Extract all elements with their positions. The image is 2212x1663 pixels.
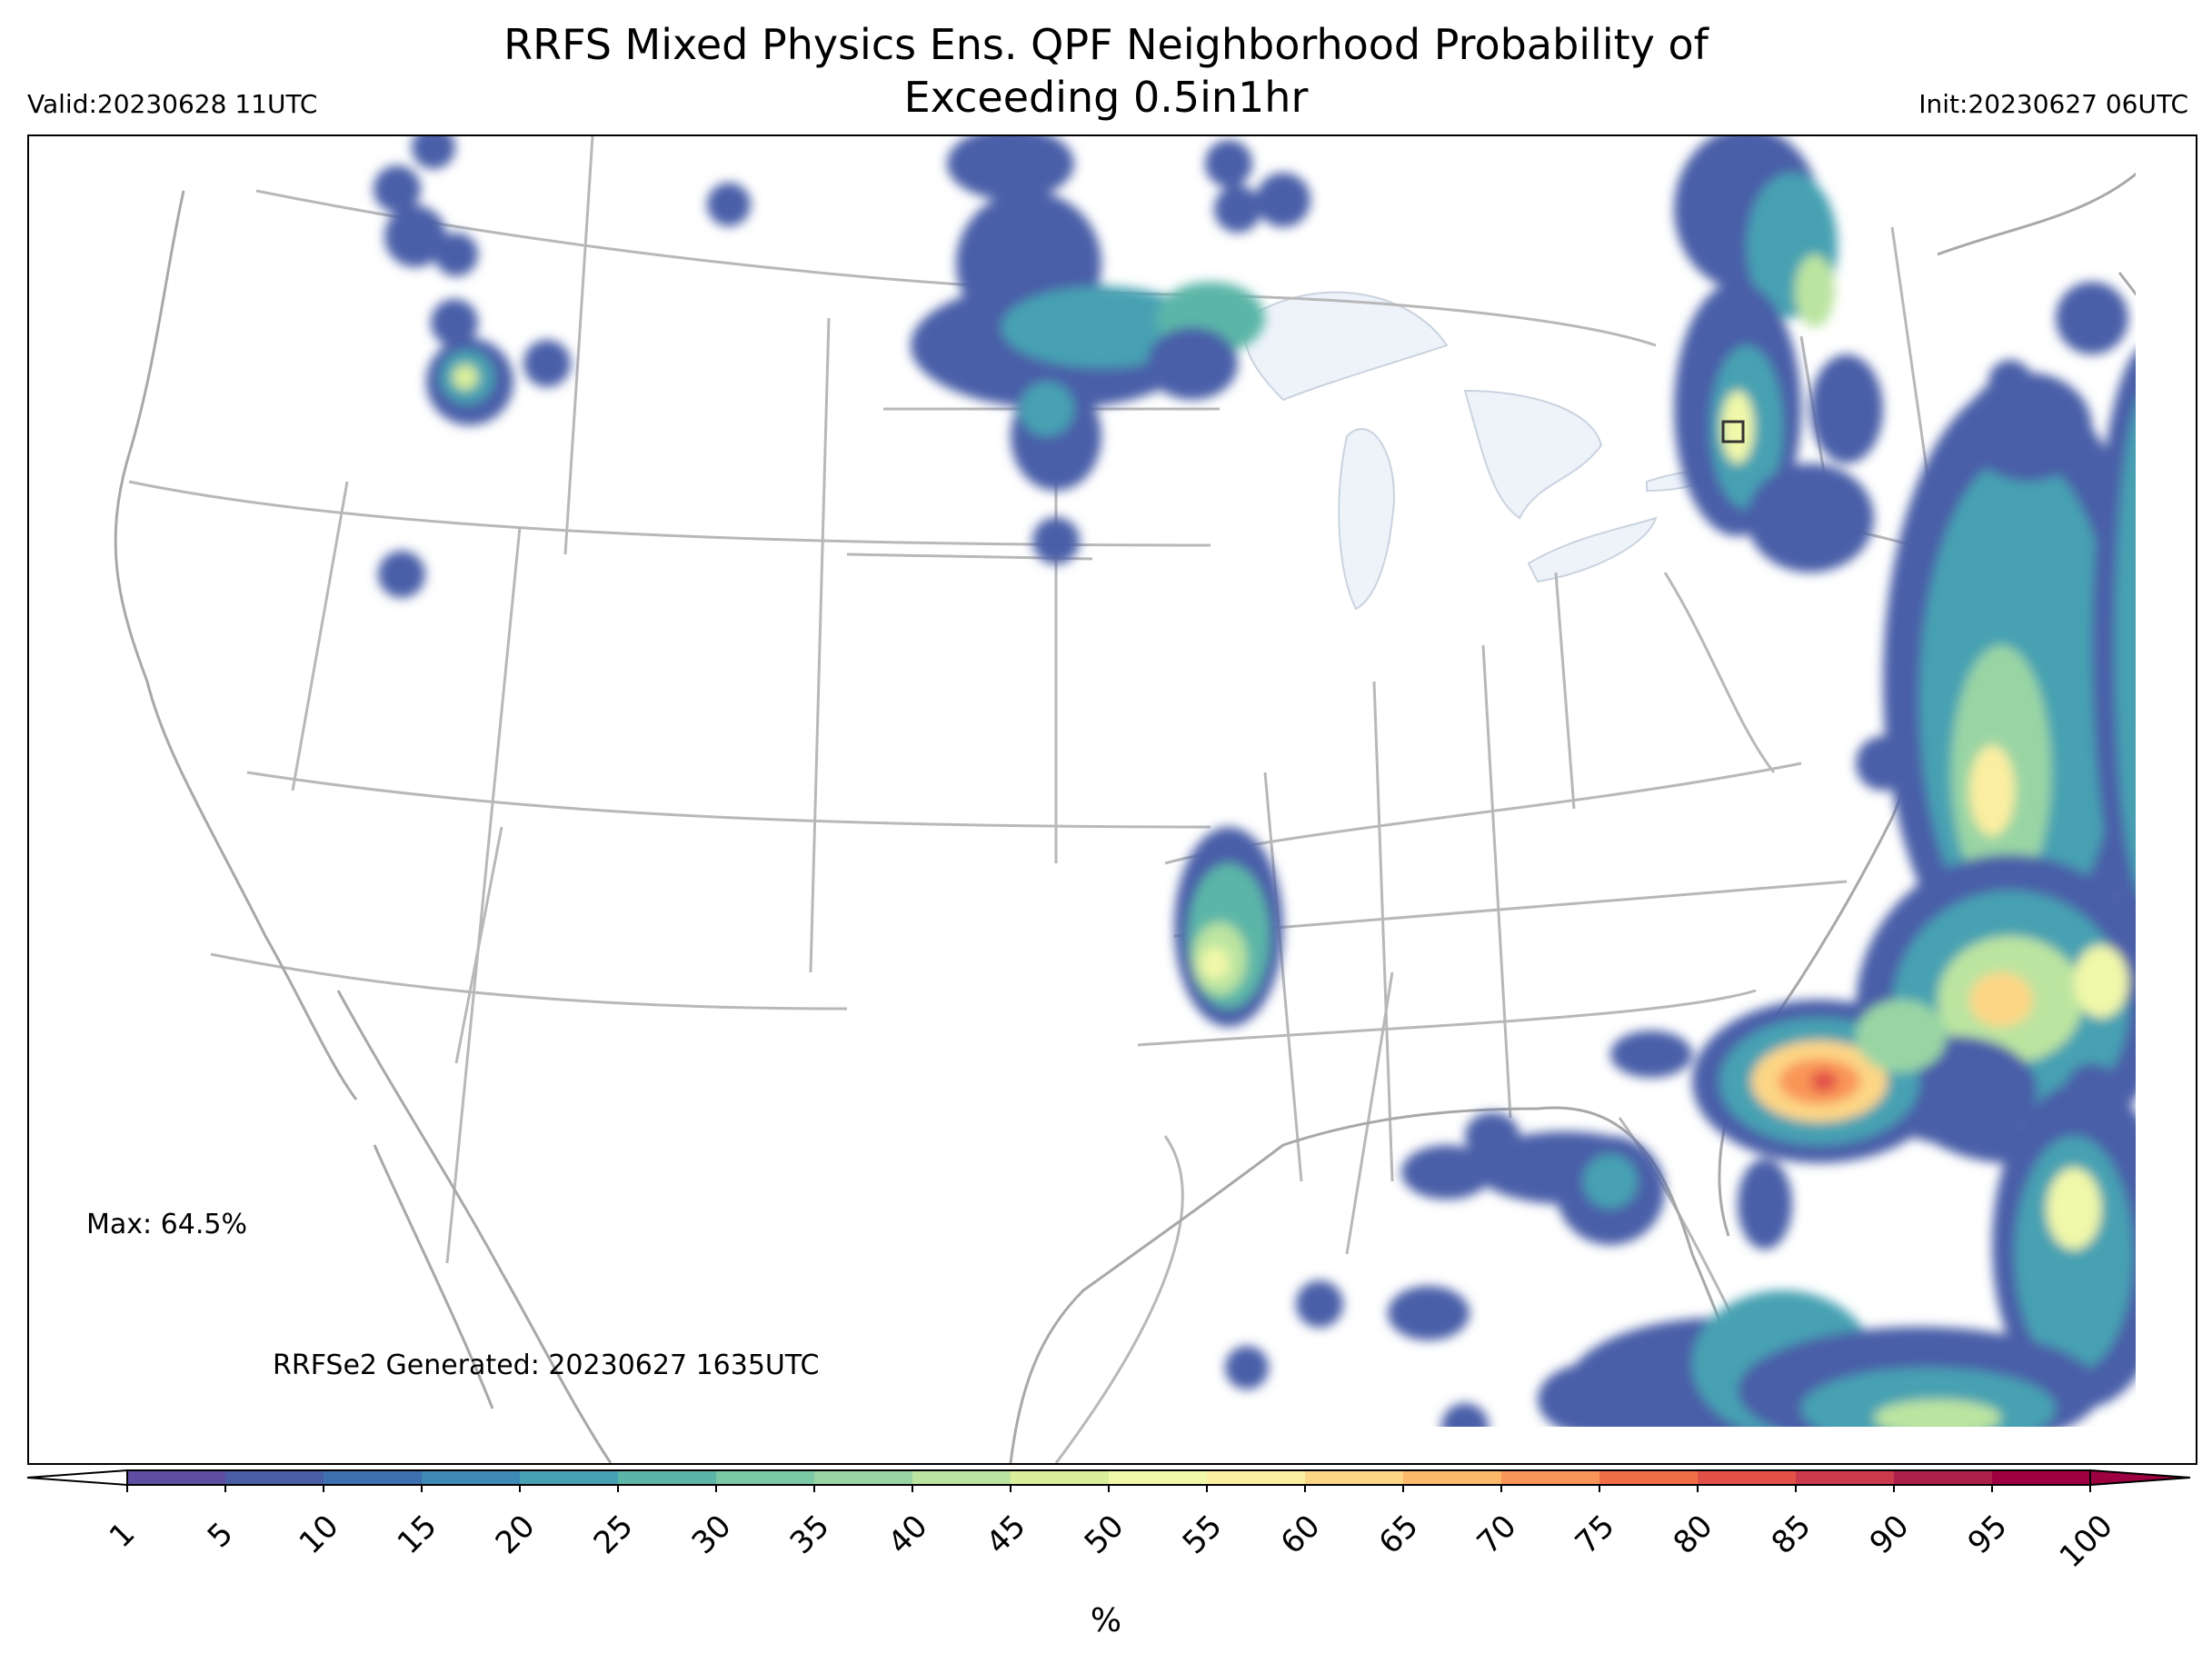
colorbar-segment: [716, 1470, 815, 1485]
colorbar-tick-label: 80: [1666, 1508, 1720, 1562]
colorbar-tick-label: 40: [881, 1508, 935, 1562]
colorbar-segment: [1992, 1470, 2091, 1485]
colorbar-tick-label: 10: [292, 1508, 346, 1562]
colorbar-segment: [324, 1470, 423, 1485]
colorbar-tick-label: 50: [1077, 1508, 1131, 1562]
colorbar: [26, 1469, 2191, 1492]
field-edge-mask-right: [2136, 136, 2196, 1463]
colorbar-segment: [225, 1470, 324, 1485]
colorbar-tick-label: 25: [586, 1508, 641, 1562]
colorbar-tick-label: 55: [1175, 1508, 1230, 1562]
colorbar-tick-label: 85: [1764, 1508, 1818, 1562]
blob-northeast: [1674, 136, 1910, 791]
colorbar-segment: [1501, 1470, 1600, 1485]
blob-arkansas: [1174, 827, 1283, 1027]
colorbar-segment: [127, 1470, 226, 1485]
colorbar-tick-label: 20: [488, 1508, 543, 1562]
triangle-right-icon: [2089, 1469, 2191, 1487]
blob-pacific-northwest: [374, 136, 751, 598]
colorbar-tick-label: 15: [390, 1508, 444, 1562]
colorbar-segment: [1796, 1470, 1895, 1485]
colorbar-segment: [1305, 1470, 1404, 1485]
colorbar-segment: [814, 1470, 913, 1485]
colorbar-segment: [618, 1470, 717, 1485]
valid-time-label: Valid:20230628 11UTC: [27, 89, 318, 119]
blob-north-central: [911, 136, 1310, 564]
colorbar-tick-label: 35: [782, 1508, 837, 1562]
triangle-left-icon: [26, 1469, 128, 1487]
colorbar-segment: [1011, 1470, 1110, 1485]
chart-title: RRFS Mixed Physics Ens. QPF Neighborhood…: [0, 18, 2212, 124]
colorbar-segment: [1894, 1470, 1993, 1485]
title-line-1: RRFS Mixed Physics Ens. QPF Neighborhood…: [503, 20, 1709, 69]
colorbar-tick-label: 45: [979, 1508, 1033, 1562]
colorbar-tick-label: 70: [1470, 1508, 1524, 1562]
colorbar-segment: [422, 1470, 521, 1485]
max-value-label: Max: 64.5%: [86, 1209, 247, 1240]
colorbar-tick-label: 5: [200, 1515, 241, 1556]
field-edge-mask-bottom: [1410, 1427, 2196, 1463]
colorbar-segment: [520, 1470, 619, 1485]
map-panel: [27, 134, 2197, 1465]
great-lakes: [1243, 291, 1722, 611]
colorbar-segment: [1698, 1470, 1797, 1485]
colorbar-segment: [1599, 1470, 1699, 1485]
colorbar-segment: [1403, 1470, 1502, 1485]
colorbar-tick-label: 60: [1273, 1508, 1328, 1562]
title-line-2: Exceeding 0.5in1hr: [903, 73, 1309, 122]
colorbar-segments: [126, 1469, 2091, 1492]
generated-time-label: RRFSe2 Generated: 20230627 1635UTC: [273, 1349, 820, 1381]
init-time-label: Init:20230627 06UTC: [1918, 89, 2188, 119]
colorbar-tick-label: 95: [1960, 1508, 2015, 1562]
max-location-marker: [1721, 420, 1745, 443]
colorbar-tick-label: 100: [2052, 1508, 2120, 1576]
colorbar-unit-label: %: [1090, 1602, 1122, 1639]
map-svg: [114, 136, 2196, 1463]
colorbar-segment: [1207, 1470, 1306, 1485]
colorbar-segment: [912, 1470, 1011, 1485]
colorbar-tick-label: 75: [1568, 1508, 1622, 1562]
colorbar-tick-label: 90: [1862, 1508, 1917, 1562]
colorbar-tick-label: 1: [102, 1515, 143, 1556]
colorbar-tick-label: 65: [1371, 1508, 1426, 1562]
blob-gulf: [1225, 1112, 2101, 1454]
colorbar-segment: [1109, 1470, 1208, 1485]
colorbar-tick-label: 30: [684, 1508, 739, 1562]
